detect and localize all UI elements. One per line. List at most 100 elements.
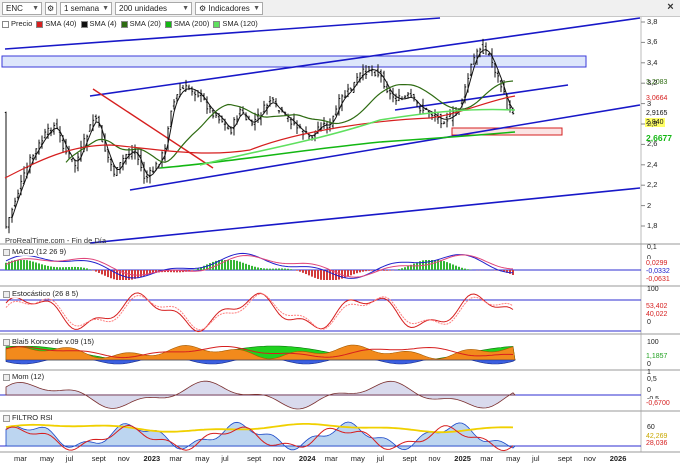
- stoch-title-label: Estocástico (26 8 5): [12, 289, 79, 298]
- macd-histogram-bar: [221, 260, 223, 270]
- macd-histogram-bar: [206, 264, 208, 270]
- price-tag: 2,6677: [645, 133, 673, 143]
- macd-histogram-bar: [209, 263, 211, 270]
- macd-histogram-bar: [269, 268, 271, 270]
- macd-axis-label: 0,1: [647, 244, 657, 251]
- macd-histogram-bar: [104, 270, 106, 276]
- macd-histogram-bar: [248, 264, 250, 270]
- macd-histogram-bar: [212, 261, 214, 270]
- legend-item[interactable]: SMA (20): [120, 18, 161, 29]
- macd-histogram-bar: [314, 270, 316, 278]
- mom-pane-title[interactable]: Mom (12): [3, 372, 47, 381]
- macd-histogram-bar: [326, 270, 328, 280]
- macd-histogram-bar: [260, 268, 262, 270]
- macd-histogram-bar: [134, 270, 136, 279]
- legend-item[interactable]: SMA (40): [36, 18, 77, 29]
- macd-histogram-bar: [410, 264, 412, 270]
- stoch-k-line: [5, 292, 514, 333]
- macd-histogram-bar: [233, 260, 235, 270]
- macd-histogram-bar: [239, 261, 241, 270]
- pane-close-icon[interactable]: [3, 290, 10, 298]
- time-tick-label: 2025: [454, 454, 471, 463]
- mom-value-tag: -0,6700: [645, 399, 671, 408]
- macd-histogram-bar: [362, 270, 364, 272]
- sma200-line: [159, 131, 516, 169]
- legend-item[interactable]: Precio: [2, 18, 32, 29]
- rsi-pane-title[interactable]: FILTRO RSI: [3, 413, 55, 422]
- pane-close-icon[interactable]: [3, 338, 10, 346]
- macd-histogram-bar: [26, 260, 28, 270]
- period-selector[interactable]: 1 semana ▼: [60, 2, 112, 15]
- mom-axis-label: 1: [647, 369, 651, 376]
- channel-bottom-line: [89, 187, 641, 244]
- macd-histogram-bar: [272, 268, 274, 270]
- price-layer: [4, 38, 516, 234]
- macd-histogram-bar: [23, 260, 25, 270]
- pane-close-icon[interactable]: [3, 373, 10, 381]
- pane-close-icon[interactable]: [3, 414, 10, 422]
- macd-histogram-bar: [317, 270, 319, 279]
- macd-histogram-bar: [83, 267, 85, 270]
- time-tick-label: may: [39, 454, 55, 463]
- stoch-value-tag: 53,402: [645, 302, 669, 311]
- price-tick-label: 1,8: [647, 221, 658, 230]
- blai-pane-title[interactable]: Blai5 Koncorde v.09 (15): [3, 337, 96, 346]
- macd-histogram-bar: [137, 270, 139, 278]
- macd-histogram-bar: [383, 270, 385, 271]
- gear-icon: ⚙: [47, 4, 55, 13]
- macd-value-tag: -0,0631: [645, 275, 671, 284]
- macd-histogram-bar: [173, 270, 175, 273]
- macd-histogram-bar: [116, 270, 118, 280]
- settings-button[interactable]: ⚙: [45, 2, 57, 15]
- legend-label: SMA (4): [89, 19, 117, 28]
- macd-histogram-bar: [155, 270, 157, 273]
- macd-histogram-bar: [89, 269, 91, 270]
- macd-histogram-bar: [14, 260, 16, 270]
- macd-histogram-bar: [437, 260, 439, 270]
- mom-axis-label: 0,5: [647, 376, 657, 383]
- macd-histogram-bar: [254, 266, 256, 270]
- price-axis: [641, 21, 645, 227]
- stoch-value-tag: 40,022: [645, 310, 669, 319]
- macd-histogram-bar: [167, 270, 169, 273]
- macd-value-tag: 0,0299: [645, 259, 669, 268]
- sma120-line: [199, 108, 516, 166]
- macd-histogram-bar: [44, 265, 46, 270]
- legend-item[interactable]: SMA (4): [80, 18, 117, 29]
- macd-histogram-bar: [38, 263, 40, 270]
- close-button[interactable]: ×: [664, 1, 677, 14]
- stoch-axis-label: 0: [647, 319, 651, 326]
- macd-histogram-bar: [203, 265, 205, 270]
- macd-pane-title[interactable]: MACD (12 26 9): [3, 247, 69, 256]
- price-legend: Precio SMA (40) SMA (4) SMA (20) SMA (200) SM…: [2, 18, 262, 29]
- macd-histogram-bar: [50, 266, 52, 270]
- units-selector[interactable]: 200 unidades ▼: [115, 2, 192, 15]
- legend-item[interactable]: SMA (120): [213, 18, 258, 29]
- legend-swatch: [80, 20, 88, 28]
- macd-histogram-bar: [95, 270, 97, 272]
- time-tick-label: 2026: [609, 454, 627, 463]
- macd-histogram-bar: [17, 260, 19, 270]
- macd-histogram-bar: [128, 270, 130, 280]
- macd-histogram-bar: [284, 268, 286, 270]
- rsi-red-line: [5, 424, 514, 452]
- koncorde-blue-area: [5, 359, 516, 365]
- stoch-pane-title[interactable]: Estocástico (26 8 5): [3, 289, 81, 298]
- macd-histogram-bar: [242, 262, 244, 270]
- macd-histogram-bar: [371, 270, 373, 271]
- chevron-down-icon: ▼: [253, 5, 260, 12]
- legend-swatch: [36, 20, 44, 28]
- price-tick-label: 2,4: [647, 159, 658, 169]
- symbol-selector[interactable]: ENC ▼: [2, 2, 42, 15]
- watermark-text: ProRealTime.com - Fin de Día: [5, 236, 107, 245]
- macd-histogram-bar: [386, 270, 388, 271]
- units-label: 200 unidades: [119, 4, 168, 13]
- indicators-button[interactable]: ⚙ Indicadores ▼: [195, 2, 263, 15]
- macd-histogram-bar: [245, 263, 247, 270]
- trendline-top-left: [4, 17, 441, 50]
- macd-histogram-bar: [59, 267, 61, 270]
- mom-axis-label: 0: [647, 387, 651, 394]
- legend-item[interactable]: SMA (200): [164, 18, 209, 29]
- pane-close-icon[interactable]: [3, 248, 10, 256]
